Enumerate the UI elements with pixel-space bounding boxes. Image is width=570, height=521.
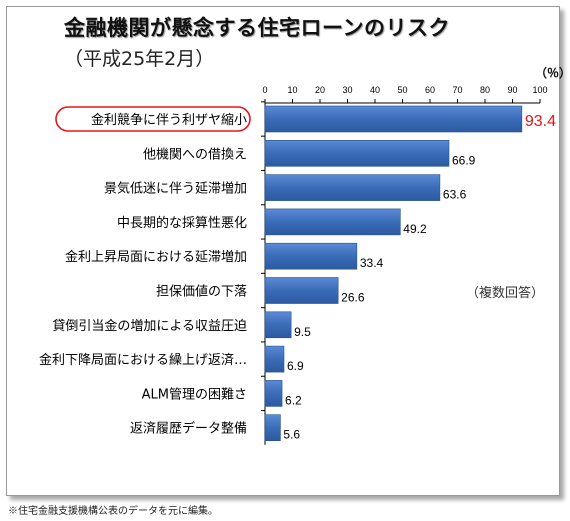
- category-label: 金利上昇局面における延滞増加: [65, 249, 247, 265]
- category-label: 中長期的な採算性悪化: [117, 215, 247, 231]
- bar-6: [264, 277, 339, 304]
- bar-8: [264, 345, 285, 373]
- category-label: 景気低迷に伴う延滞増加: [104, 181, 247, 197]
- category-label: 返済履歴データ整備: [130, 421, 247, 437]
- bar-3: [264, 174, 441, 201]
- chart-subtitle: （平成25年2月）: [64, 48, 215, 70]
- x-tick-label: 90: [507, 85, 517, 95]
- value-label: 5.6: [283, 428, 300, 442]
- value-label: 9.5: [294, 325, 311, 339]
- category-label: 担保価値の下落: [156, 284, 247, 300]
- value-label: 93.4: [525, 113, 556, 130]
- x-tick-label: 100: [532, 85, 547, 95]
- value-label: 26.6: [341, 291, 365, 305]
- bar-7: [264, 311, 292, 339]
- value-label: 33.4: [360, 256, 384, 270]
- category-label: 金利下降局面における繰上げ返済…: [39, 352, 247, 368]
- x-tick-label: 40: [370, 85, 380, 95]
- x-tick-label: 0: [262, 85, 267, 95]
- value-label: 49.2: [403, 222, 427, 236]
- value-label: 66.9: [452, 153, 476, 167]
- category-label: ALM管理の困難さ: [142, 387, 247, 402]
- x-tick-label: 50: [397, 85, 407, 95]
- x-tick-label: 10: [287, 85, 297, 95]
- value-label: 63.6: [443, 188, 467, 202]
- category-label: 他機関への借換え: [143, 147, 247, 162]
- bar-1: [264, 105, 523, 133]
- unit-label: （％）: [535, 66, 570, 80]
- category-label: 貸倒引当金の増加による収益圧迫: [52, 318, 247, 334]
- multiple-answer-note: （複数回答）: [466, 286, 545, 301]
- bar-9: [264, 380, 283, 407]
- x-tick-label: 70: [452, 85, 462, 95]
- bar-4: [264, 208, 401, 236]
- bar-2: [264, 140, 450, 167]
- x-tick-label: 20: [315, 85, 325, 95]
- value-label: 6.9: [287, 359, 304, 373]
- bar-10: [264, 414, 281, 442]
- highlight-outline: [55, 106, 251, 132]
- chart-title: 金融機関が懸念する住宅ローンのリスク: [64, 16, 450, 40]
- source-note: ※住宅金融支援機構公表のデータを元に編集。: [8, 506, 218, 517]
- x-tick-label: 60: [425, 85, 435, 95]
- value-label: 6.2: [285, 393, 302, 407]
- bar-5: [264, 242, 358, 270]
- category-label: 金利競争に伴う利ザヤ縮小: [91, 112, 247, 128]
- x-tick-label: 30: [342, 85, 352, 95]
- x-tick-label: 80: [480, 85, 490, 95]
